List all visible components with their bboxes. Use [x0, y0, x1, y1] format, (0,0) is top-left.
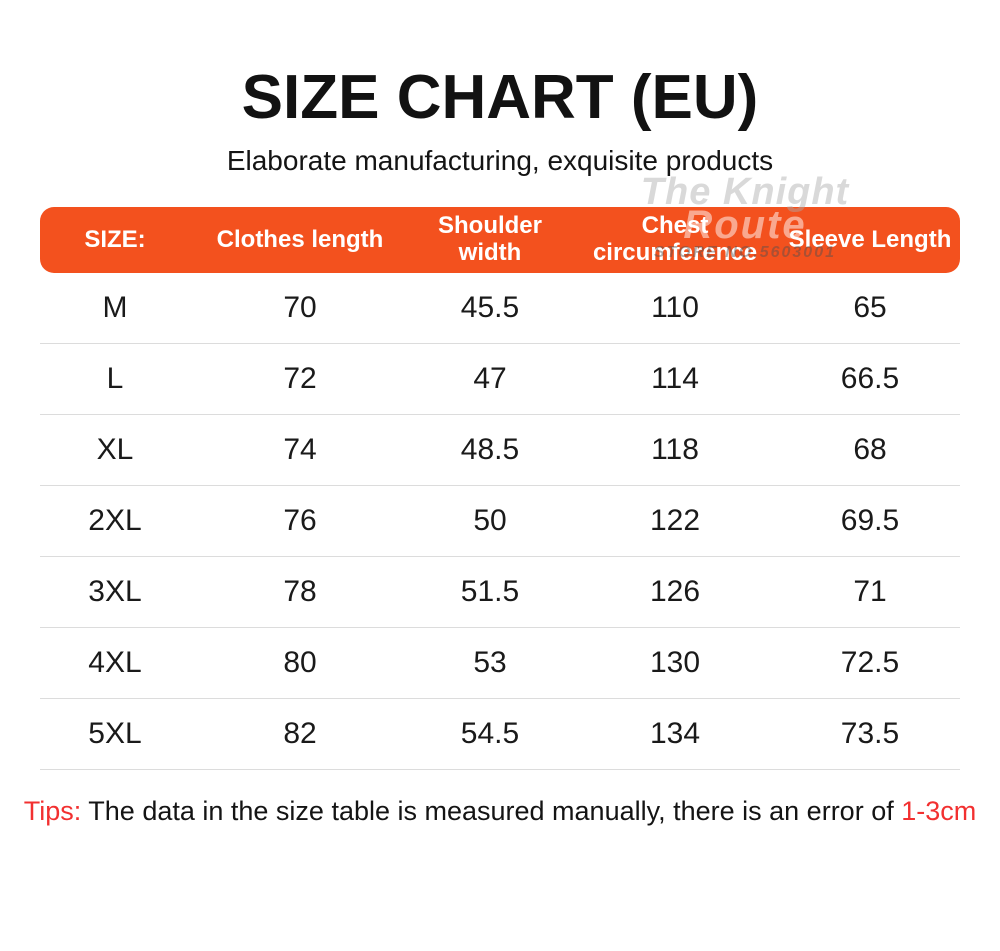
page-title: SIZE CHART (EU): [241, 63, 759, 132]
clothes-length-cell: 72: [190, 344, 410, 415]
column-header-clothes-length: Clothes length: [190, 207, 410, 273]
size-cell: 2XL: [40, 486, 190, 557]
column-header-shoulder-width: Shoulder width: [410, 207, 570, 273]
tips-highlight: 1-3cm: [901, 796, 977, 826]
size-chart-page: SIZE CHART (EU) Elaborate manufacturing,…: [0, 62, 1000, 951]
size-cell: 5XL: [40, 699, 190, 770]
table-row: M 70 45.5 110 65: [40, 273, 960, 344]
sleeve-length-cell: 72.5: [780, 628, 960, 699]
shoulder-width-cell: 53: [410, 628, 570, 699]
table-row: 2XL 76 50 122 69.5: [40, 486, 960, 557]
clothes-length-cell: 78: [190, 557, 410, 628]
shoulder-width-cell: 54.5: [410, 699, 570, 770]
watermark-brand-line1: The Knight: [640, 171, 850, 213]
chest-circumference-cell: 110: [570, 273, 780, 344]
table-header-row: SIZE: Clothes length Shoulder width Ches…: [40, 207, 960, 273]
size-chart-table: SIZE: Clothes length Shoulder width Ches…: [40, 207, 960, 770]
clothes-length-cell: 82: [190, 699, 410, 770]
tips-note: Tips: The data in the size table is meas…: [0, 796, 1000, 827]
clothes-length-cell: 76: [190, 486, 410, 557]
size-cell: 3XL: [40, 557, 190, 628]
chest-circumference-cell: 122: [570, 486, 780, 557]
chest-circumference-cell: 118: [570, 415, 780, 486]
clothes-length-cell: 74: [190, 415, 410, 486]
shoulder-width-cell: 47: [410, 344, 570, 415]
tips-label: Tips:: [23, 796, 82, 826]
clothes-length-cell: 80: [190, 628, 410, 699]
table-row: XL 74 48.5 118 68: [40, 415, 960, 486]
size-table-container: The Knight Route STORE NO.5603001 SIZE: …: [40, 173, 960, 770]
sleeve-length-cell: 68: [780, 415, 960, 486]
chest-circumference-cell: 126: [570, 557, 780, 628]
table-row: L 72 47 114 66.5: [40, 344, 960, 415]
sleeve-length-cell: 66.5: [780, 344, 960, 415]
size-cell: 4XL: [40, 628, 190, 699]
sleeve-length-cell: 71: [780, 557, 960, 628]
size-cell: XL: [40, 415, 190, 486]
chest-circumference-cell: 114: [570, 344, 780, 415]
shoulder-width-cell: 50: [410, 486, 570, 557]
size-cell: M: [40, 273, 190, 344]
shoulder-width-cell: 45.5: [410, 273, 570, 344]
table-row: 3XL 78 51.5 126 71: [40, 557, 960, 628]
column-header-chest-circumference: Chest circumference: [570, 207, 780, 273]
shoulder-width-cell: 48.5: [410, 415, 570, 486]
size-cell: L: [40, 344, 190, 415]
chest-circumference-cell: 134: [570, 699, 780, 770]
page-subtitle: Elaborate manufacturing, exquisite produ…: [226, 145, 774, 176]
clothes-length-cell: 70: [190, 273, 410, 344]
sleeve-length-cell: 65: [780, 273, 960, 344]
tips-text: The data in the size table is measured m…: [81, 796, 902, 826]
column-header-sleeve-length: Sleeve Length: [780, 207, 960, 273]
column-header-size: SIZE:: [40, 207, 190, 273]
shoulder-width-cell: 51.5: [410, 557, 570, 628]
table-row: 5XL 82 54.5 134 73.5: [40, 699, 960, 770]
chest-circumference-cell: 130: [570, 628, 780, 699]
sleeve-length-cell: 73.5: [780, 699, 960, 770]
table-row: 4XL 80 53 130 72.5: [40, 628, 960, 699]
sleeve-length-cell: 69.5: [780, 486, 960, 557]
